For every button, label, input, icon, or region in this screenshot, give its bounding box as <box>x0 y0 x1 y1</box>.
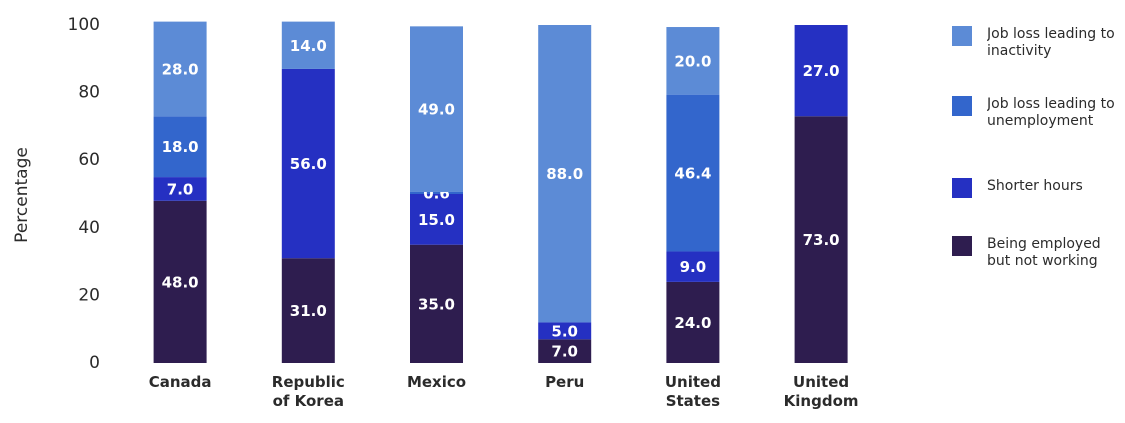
value-label: 48.0 <box>162 273 199 291</box>
legend-swatch <box>952 236 972 256</box>
value-label: 14.0 <box>290 37 327 55</box>
bar-segment <box>281 258 335 363</box>
bar-segment <box>410 191 463 194</box>
value-label: 18.0 <box>162 138 199 156</box>
value-label: 73.0 <box>803 231 840 249</box>
bar-segment <box>666 27 720 95</box>
bar-segment <box>538 339 592 363</box>
bar-segment <box>410 26 463 192</box>
value-label: 9.0 <box>680 258 707 276</box>
y-tick-label: 60 <box>78 150 100 170</box>
y-axis-label: Percentage <box>12 147 32 243</box>
y-tick-label: 20 <box>78 285 100 305</box>
legend-label: Being employed but not working <box>987 236 1101 269</box>
x-tick-label: Republic of Korea <box>271 373 345 410</box>
value-label: 24.0 <box>674 314 711 332</box>
value-label: 31.0 <box>290 302 327 320</box>
legend-swatch <box>952 26 972 46</box>
value-label: 56.0 <box>290 155 327 173</box>
legend-label: Job loss leading to inactivity <box>987 26 1115 59</box>
y-tick-label: 40 <box>78 218 100 238</box>
legend-label-box: Shorter hours <box>987 178 1083 194</box>
x-tick-label-box: Mexico <box>406 373 467 391</box>
y-tick-label: 80 <box>78 83 100 103</box>
bar-segment <box>281 68 335 259</box>
legend-label: Shorter hours <box>987 178 1083 194</box>
bar-segment <box>666 281 720 363</box>
x-tick-label: Canada <box>148 373 212 391</box>
value-label: 88.0 <box>546 165 583 183</box>
legend-label-box: Job loss leading to unemployment <box>987 96 1115 129</box>
bar-segment <box>538 322 592 340</box>
value-label: 5.0 <box>551 322 578 340</box>
bar-segment <box>666 251 720 282</box>
legend-swatch <box>952 96 972 116</box>
y-tick-label: 0 <box>89 353 100 373</box>
x-tick-label-box: Peru <box>545 373 585 391</box>
bar-segment <box>281 21 335 69</box>
value-label: 7.0 <box>167 180 194 198</box>
bar-segment <box>794 25 848 117</box>
bar-segment <box>666 94 720 252</box>
legend-swatch <box>952 178 972 198</box>
x-tick-label: United Kingdom <box>783 373 859 410</box>
value-label: 20.0 <box>674 52 711 70</box>
bar-segment <box>538 25 592 323</box>
bar-segment <box>153 200 207 363</box>
value-label: 28.0 <box>162 60 199 78</box>
value-label: 49.0 <box>418 101 455 119</box>
legend-label-box: Being employed but not working <box>987 236 1101 269</box>
value-label: 27.0 <box>803 62 840 80</box>
y-tick-label: 100 <box>68 15 100 35</box>
legend-label: Job loss leading to unemployment <box>987 96 1115 129</box>
bar-segment <box>410 194 463 245</box>
value-label: 7.0 <box>551 343 578 361</box>
x-tick-label-box: United States <box>664 373 721 410</box>
bar-segment <box>794 116 848 363</box>
value-label: 15.0 <box>418 211 455 229</box>
value-label: 35.0 <box>418 295 455 313</box>
x-tick-label: Mexico <box>406 373 467 391</box>
legend-label-box: Job loss leading to inactivity <box>987 26 1115 59</box>
x-tick-label-box: Republic of Korea <box>271 373 345 410</box>
x-tick-label: United States <box>664 373 721 410</box>
bar-segment <box>153 21 207 117</box>
bar-segment <box>410 244 463 363</box>
x-tick-label: Peru <box>545 373 585 391</box>
x-tick-label-box: Canada <box>148 373 212 391</box>
value-label: 46.4 <box>674 165 711 183</box>
bar-segment <box>153 116 207 178</box>
x-tick-label-box: United Kingdom <box>783 373 859 410</box>
bar-segment <box>153 177 207 201</box>
